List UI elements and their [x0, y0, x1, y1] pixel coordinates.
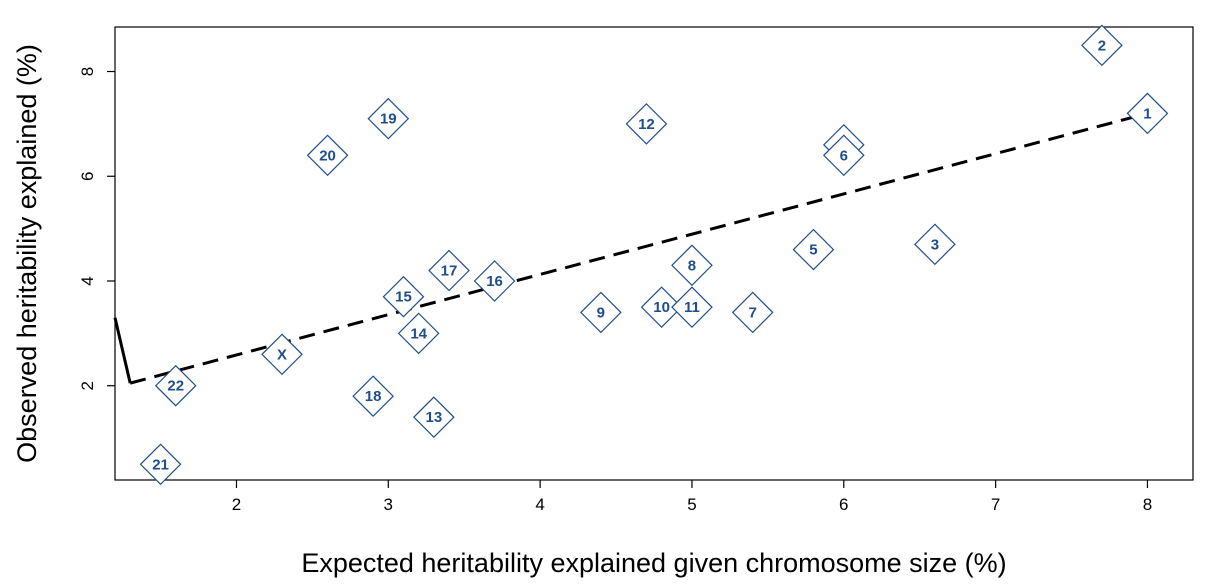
point-label: 11	[684, 299, 700, 316]
y-tick-label: 4	[78, 276, 97, 285]
data-point-6: 6	[822, 134, 865, 177]
y-tick-label: 8	[78, 67, 97, 76]
point-label: 6	[840, 147, 848, 164]
point-label: 12	[638, 116, 655, 133]
data-point-18: 18	[352, 375, 394, 418]
diamond-marker	[306, 134, 349, 177]
point-label: 3	[931, 236, 939, 253]
point-label: 18	[365, 388, 382, 405]
point-label: 5	[809, 242, 817, 259]
data-point-10: 10	[640, 286, 683, 329]
diamond-marker	[261, 333, 303, 376]
point-label: 15	[395, 289, 412, 306]
point-label: 10	[653, 299, 670, 316]
diamond-marker	[625, 103, 668, 145]
diamond-marker	[428, 249, 470, 292]
data-points: 12345678910111213141516171819202122X	[139, 24, 1169, 486]
diamond-marker	[580, 291, 622, 334]
point-label: 7	[749, 304, 757, 321]
data-point-9: 9	[580, 291, 622, 334]
diamond-marker	[473, 260, 516, 302]
data-point-14: 14	[397, 312, 440, 355]
data-point-2: 2	[1081, 24, 1123, 67]
diamond-marker	[154, 364, 197, 407]
data-point-1: 1	[1126, 92, 1169, 135]
x-tick-label: 4	[535, 495, 544, 514]
point-label: 14	[410, 325, 427, 342]
x-tick-label: 2	[232, 495, 241, 514]
x-tick-label: 3	[384, 495, 393, 514]
x-axis-title: Expected heritability explained given ch…	[301, 548, 1006, 578]
point-label: 20	[319, 147, 336, 164]
x-axis: 2 3 4 5 6 7 8	[232, 480, 1152, 514]
solid-fit-segment	[113, 317, 132, 384]
diamond-marker	[382, 275, 425, 318]
diamond-marker	[1081, 24, 1123, 67]
data-point-8: 8	[671, 244, 713, 287]
dashed-trend-line	[129, 111, 1148, 385]
point-label: 19	[380, 111, 397, 128]
diamond-marker	[640, 286, 683, 329]
y-tick-label: 2	[78, 381, 97, 390]
point-label: 1	[1143, 105, 1151, 122]
x-tick-label: 6	[839, 495, 848, 514]
data-point-13: 13	[412, 396, 455, 439]
diamond-marker	[412, 396, 455, 439]
point-label: 9	[597, 304, 605, 321]
diamond-marker	[397, 312, 440, 355]
data-point-11: 11	[671, 286, 713, 329]
point-label: 21	[152, 456, 169, 473]
data-point-17: 17	[428, 249, 470, 292]
data-point-19: 19	[367, 97, 410, 140]
diamond-marker	[671, 286, 713, 329]
data-point-12: 12	[625, 103, 668, 145]
y-tick-label: 6	[78, 172, 97, 181]
data-point-16: 16	[473, 260, 516, 302]
point-label: 16	[486, 273, 503, 290]
diamond-marker	[367, 97, 410, 140]
data-point-20: 20	[306, 134, 349, 177]
diamond-marker	[822, 134, 865, 177]
point-label: 8	[688, 257, 696, 274]
x-tick-label: 5	[687, 495, 696, 514]
data-point-3: 3	[914, 223, 956, 266]
data-point-22: 22	[154, 364, 197, 407]
x-tick-label: 7	[991, 495, 1000, 514]
data-point-5: 5	[792, 228, 835, 271]
data-point-15: 15	[382, 275, 425, 318]
plot-frame	[114, 26, 1194, 481]
y-axis: 2 4 6 8	[78, 67, 115, 390]
diamond-marker	[1126, 92, 1169, 135]
data-point-X: X	[261, 333, 303, 376]
point-label: 2	[1098, 37, 1106, 54]
diamond-marker	[731, 291, 774, 334]
fit-lines	[113, 111, 1148, 385]
x-tick-label: 8	[1143, 495, 1152, 514]
point-label: 17	[441, 263, 458, 280]
diamond-marker	[792, 228, 835, 271]
data-point-7: 7	[731, 291, 774, 334]
point-label: 22	[167, 378, 184, 395]
data-point-21: 21	[139, 443, 182, 486]
diamond-marker	[139, 443, 182, 486]
diamond-marker	[914, 223, 956, 266]
point-label: 13	[426, 409, 443, 426]
diamond-marker	[352, 375, 394, 418]
y-axis-title: Observed heritability explained (%)	[12, 44, 42, 463]
diamond-marker	[671, 244, 713, 287]
point-label: X	[277, 346, 287, 363]
